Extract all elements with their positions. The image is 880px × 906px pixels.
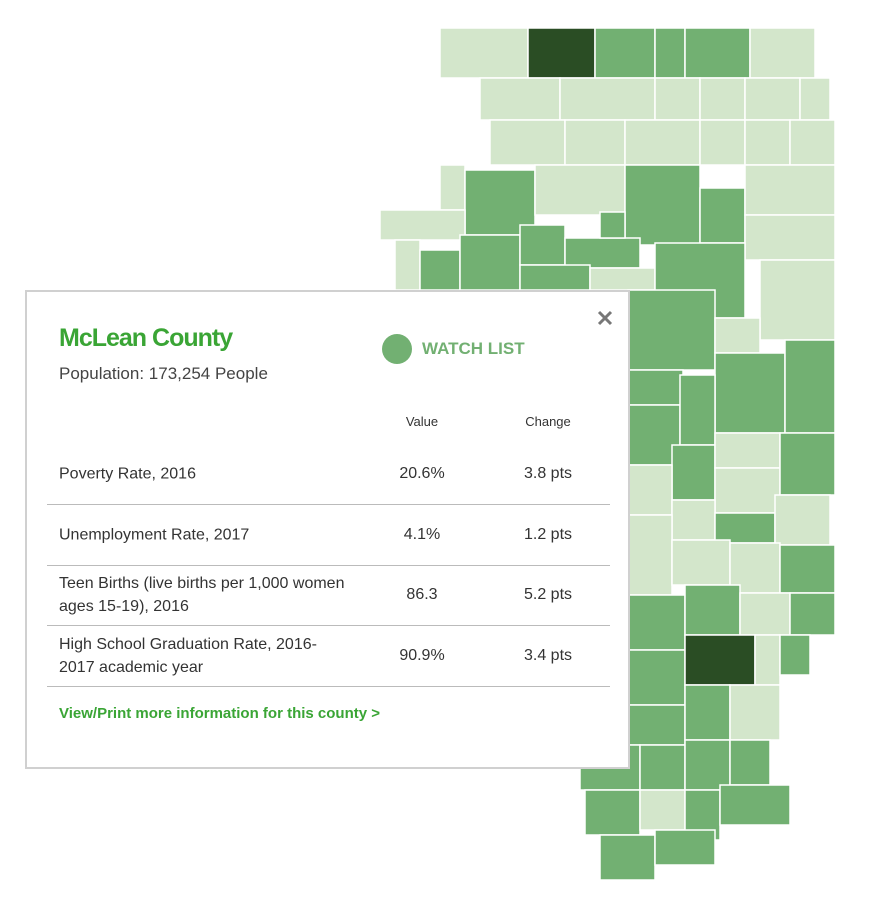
column-header: Change <box>525 414 571 429</box>
county-popup: McLean County Population: 173,254 People… <box>25 290 630 769</box>
row-change: 3.8 pts <box>523 465 573 482</box>
row-change: 5.2 pts <box>523 586 573 603</box>
counties <box>379 27 836 881</box>
row-value: 90.9% <box>399 646 445 664</box>
row-change: 1.2 pts <box>523 525 573 543</box>
row-label: Teen Births (live births per 1,000 women… <box>59 575 345 615</box>
population: Population: 173,254 People <box>59 364 268 383</box>
row-label: High School Graduation Rate, 2016-2017 a… <box>59 635 317 676</box>
row-change: 3.4 pts <box>523 646 573 664</box>
column-header: Value <box>405 414 439 429</box>
table-row: Poverty Rate, 2016 20.6% 3.8 pts <box>47 444 610 505</box>
row-value: 20.6% <box>399 465 445 482</box>
watch-list-icon[interactable] <box>382 334 412 364</box>
table-row: Unemployment Rate, 2017 4.1% 1.2 pts <box>47 505 610 566</box>
table-row: High School Graduation Rate, 2016-2017 a… <box>47 626 610 687</box>
row-label: Poverty Rate, 2016 <box>59 465 196 483</box>
table-row: Teen Births (live births per 1,000 women… <box>47 565 610 626</box>
watch-list-button[interactable]: WATCH LIST <box>422 339 525 358</box>
row-value: 4.1% <box>403 525 441 543</box>
row-value: 86.3 <box>406 586 438 603</box>
close-button[interactable] <box>597 310 613 326</box>
row-label: Unemployment Rate, 2017 <box>59 526 250 543</box>
more-info-link[interactable]: View/Print more information for this cou… <box>59 705 381 722</box>
popup-title: McLean County <box>59 324 233 352</box>
